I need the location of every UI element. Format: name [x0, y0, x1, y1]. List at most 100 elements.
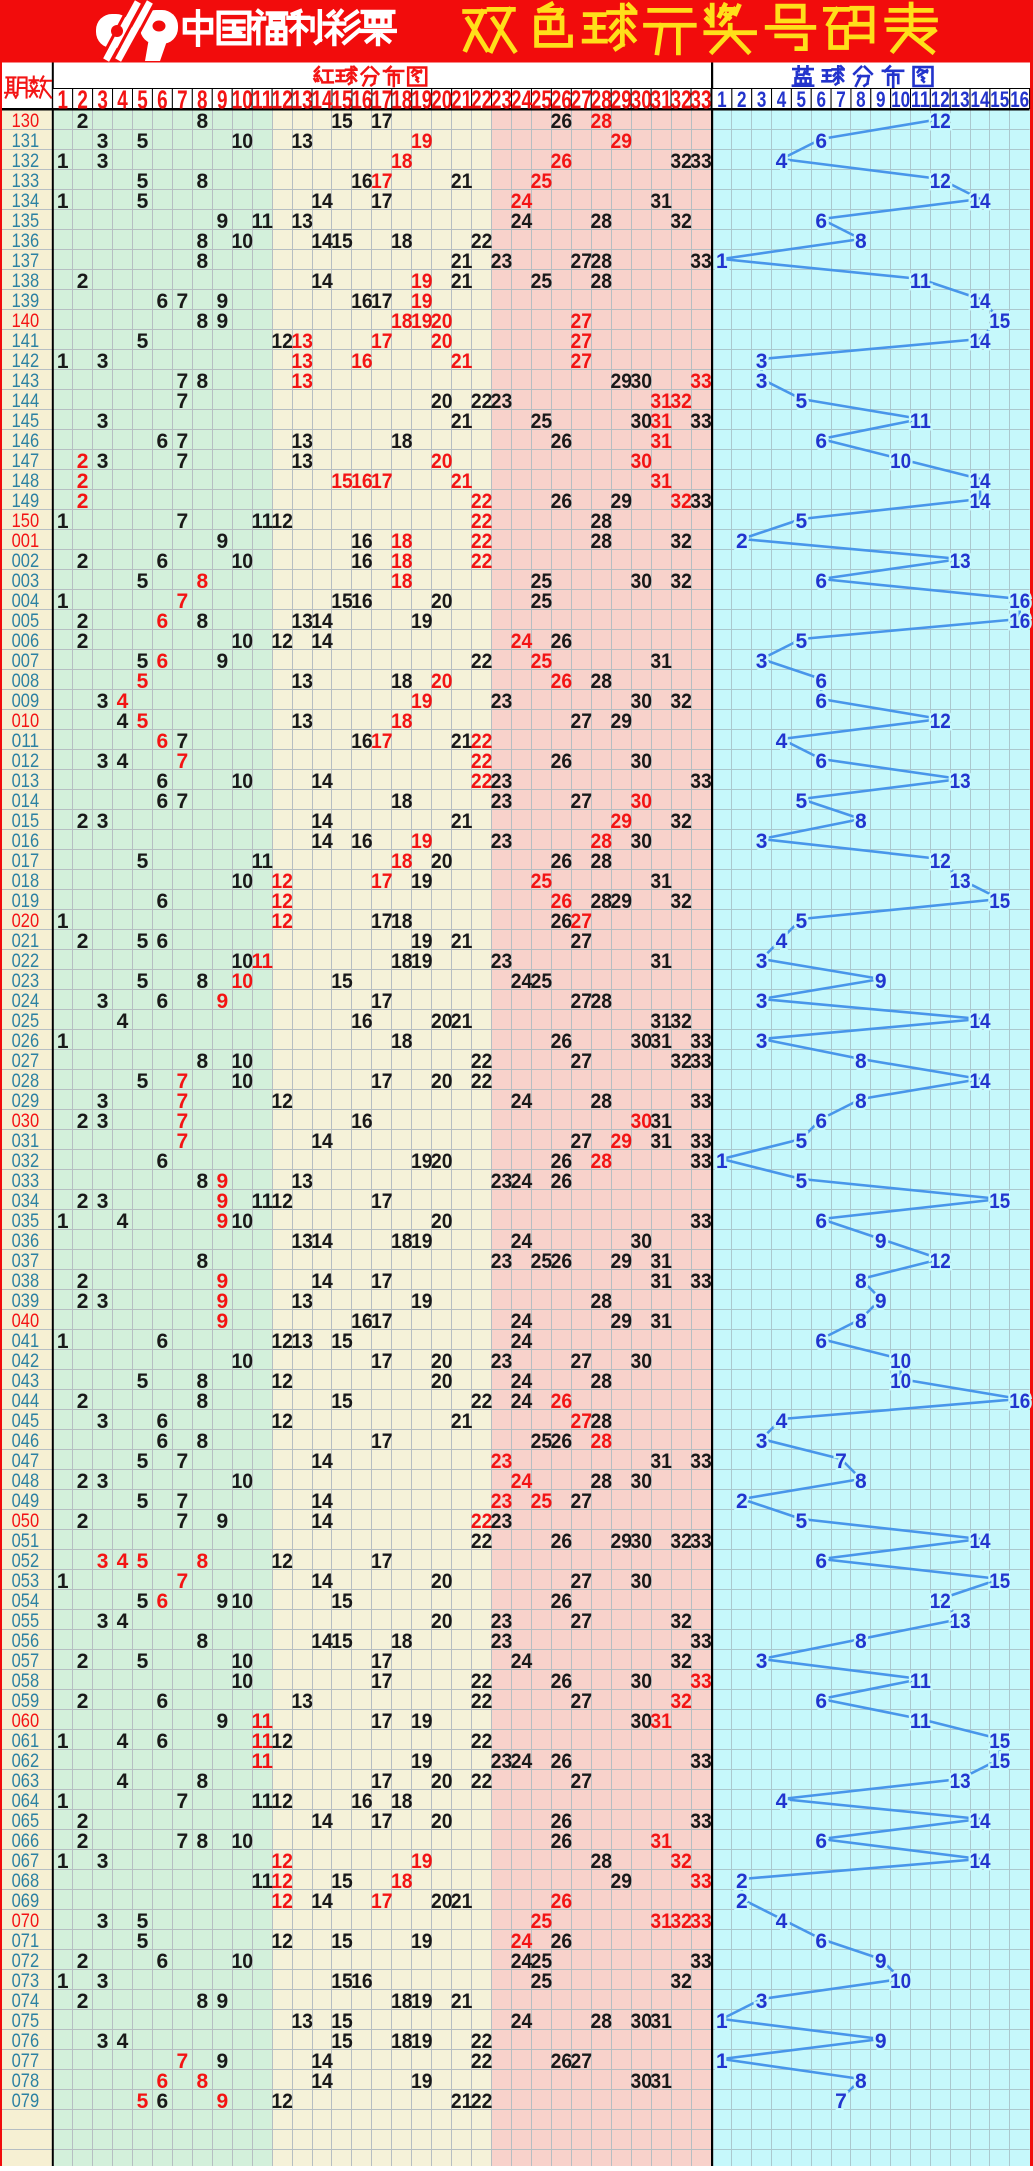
svg-text:3: 3	[756, 950, 768, 973]
svg-text:25: 25	[531, 270, 553, 293]
svg-text:023: 023	[12, 970, 40, 992]
svg-text:27: 27	[571, 1050, 593, 1073]
svg-text:2: 2	[77, 490, 89, 513]
svg-text:7: 7	[177, 1130, 189, 1153]
svg-text:17: 17	[371, 190, 393, 213]
svg-text:17: 17	[371, 1550, 393, 1573]
svg-text:28: 28	[591, 850, 613, 873]
svg-text:12: 12	[271, 1370, 293, 1393]
svg-text:14: 14	[311, 230, 333, 253]
svg-text:16: 16	[1009, 1390, 1030, 1413]
svg-text:011: 011	[12, 730, 40, 752]
svg-text:18: 18	[391, 85, 412, 115]
svg-text:076: 076	[12, 2030, 40, 2052]
svg-text:15: 15	[331, 1630, 353, 1653]
svg-text:4: 4	[117, 1550, 129, 1573]
svg-text:9: 9	[216, 1270, 228, 1293]
svg-text:22: 22	[471, 1730, 493, 1753]
svg-text:1: 1	[57, 1790, 69, 1813]
svg-text:17: 17	[371, 170, 393, 193]
svg-text:1: 1	[57, 85, 68, 115]
svg-text:22: 22	[471, 750, 493, 773]
svg-text:10: 10	[231, 130, 253, 153]
svg-text:11: 11	[251, 1790, 273, 1813]
svg-text:31: 31	[650, 2010, 672, 2033]
svg-text:15: 15	[989, 1190, 1010, 1213]
svg-text:1: 1	[57, 590, 69, 613]
svg-text:26: 26	[551, 670, 573, 693]
svg-text:6: 6	[157, 2090, 169, 2113]
svg-text:3: 3	[97, 1110, 109, 1133]
svg-text:134: 134	[12, 190, 40, 212]
svg-text:27: 27	[571, 1410, 593, 1433]
svg-text:9: 9	[216, 1210, 228, 1233]
svg-text:24: 24	[511, 630, 533, 653]
svg-text:10: 10	[231, 550, 253, 573]
svg-text:7: 7	[177, 1490, 189, 1513]
svg-text:33: 33	[690, 1130, 712, 1153]
svg-text:036: 036	[12, 1230, 40, 1252]
svg-text:9: 9	[216, 1990, 228, 2013]
svg-text:24: 24	[511, 1370, 533, 1393]
svg-text:20: 20	[431, 1570, 453, 1593]
svg-text:078: 078	[12, 2070, 40, 2092]
svg-text:024: 024	[12, 990, 40, 1012]
svg-text:12: 12	[930, 1250, 951, 1273]
svg-text:073: 073	[12, 1970, 40, 1992]
svg-text:11: 11	[251, 1710, 273, 1733]
svg-text:2: 2	[77, 550, 89, 573]
svg-text:8: 8	[196, 1170, 208, 1193]
svg-text:22: 22	[471, 770, 493, 793]
svg-text:25: 25	[531, 970, 553, 993]
svg-text:17: 17	[371, 1430, 393, 1453]
svg-text:130: 130	[12, 110, 40, 132]
svg-text:33: 33	[690, 1050, 712, 1073]
svg-text:27: 27	[571, 1350, 593, 1373]
svg-text:26: 26	[551, 490, 573, 513]
svg-text:7: 7	[177, 85, 188, 115]
svg-text:16: 16	[351, 550, 373, 573]
svg-text:11: 11	[251, 1870, 273, 1893]
svg-text:19: 19	[411, 1150, 433, 1173]
svg-text:048: 048	[12, 1470, 40, 1492]
svg-text:26: 26	[551, 1670, 573, 1693]
svg-text:12: 12	[271, 1890, 293, 1913]
svg-text:31: 31	[650, 430, 672, 453]
svg-text:31: 31	[650, 1110, 672, 1133]
svg-text:026: 026	[12, 1030, 40, 1052]
svg-text:6: 6	[815, 670, 827, 693]
svg-text:013: 013	[12, 770, 40, 792]
svg-text:6: 6	[815, 570, 827, 593]
svg-text:2: 2	[77, 1110, 89, 1133]
svg-text:9: 9	[216, 1590, 228, 1613]
svg-text:33: 33	[690, 1090, 712, 1113]
svg-text:33: 33	[690, 1270, 712, 1293]
svg-text:18: 18	[391, 910, 413, 933]
svg-text:16: 16	[1010, 87, 1029, 112]
svg-text:2: 2	[77, 1830, 89, 1853]
svg-text:17: 17	[371, 290, 393, 313]
svg-text:7: 7	[835, 2090, 847, 2113]
svg-text:10: 10	[890, 1970, 911, 1993]
svg-text:27: 27	[571, 330, 593, 353]
svg-text:041: 041	[12, 1330, 40, 1352]
svg-text:10: 10	[890, 450, 911, 473]
svg-text:32: 32	[670, 1050, 692, 1073]
svg-text:13: 13	[950, 1770, 971, 1793]
svg-text:13: 13	[291, 1290, 313, 1313]
svg-text:14: 14	[311, 1890, 333, 1913]
svg-text:4: 4	[117, 690, 129, 713]
svg-text:2: 2	[77, 810, 89, 833]
svg-text:3: 3	[97, 410, 109, 433]
svg-text:23: 23	[491, 1510, 513, 1533]
svg-text:32: 32	[670, 1650, 692, 1673]
svg-text:26: 26	[551, 85, 572, 115]
svg-text:21: 21	[451, 2090, 473, 2113]
svg-text:31: 31	[650, 870, 672, 893]
svg-text:6: 6	[157, 550, 169, 573]
svg-text:13: 13	[950, 870, 971, 893]
svg-text:072: 072	[12, 1950, 40, 1972]
svg-text:015: 015	[12, 810, 40, 832]
svg-text:22: 22	[471, 550, 493, 573]
svg-text:8: 8	[196, 1990, 208, 2013]
